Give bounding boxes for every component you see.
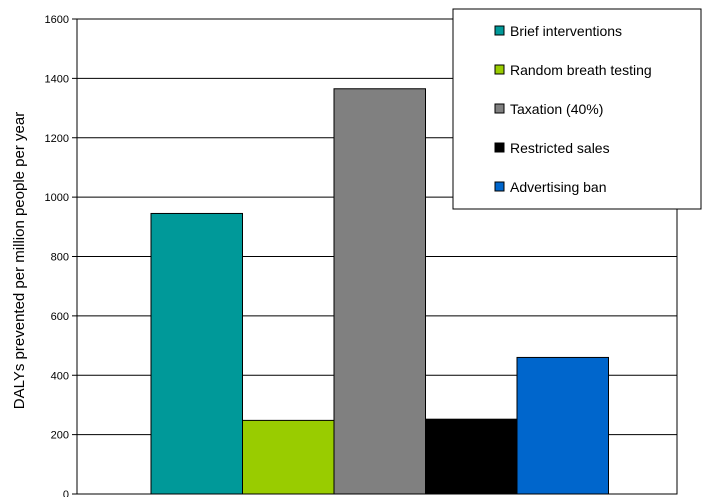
legend-swatch [494,25,505,36]
bar-advertising-ban [516,356,609,495]
y-tick-label: 200 [51,430,69,442]
legend-label: Taxation (40%) [510,101,603,117]
bar-restricted-sales [425,418,518,495]
legend-swatch [494,181,505,192]
y-axis-label: DALYs prevented per million people per y… [11,112,28,409]
y-tick-label: 600 [51,311,69,323]
legend-box [452,8,702,210]
y-tick-label: 400 [51,370,69,382]
legend-label: Advertising ban [510,179,607,195]
plot-area-frame [76,18,678,495]
legend: Brief interventions Random breath testing… [452,8,702,210]
legend-label: Brief interventions [510,23,622,39]
legend-swatch [494,64,505,75]
y-tick-label: 1400 [45,73,69,85]
y-axis-ticks: 0 200 400 600 800 1000 1200 1400 1600 [45,14,77,497]
bar-brief-interventions [150,212,243,495]
y-tick-label: 1000 [45,192,69,204]
legend-label: Restricted sales [510,140,610,156]
bar-random-breath-testing [242,419,335,495]
y-tick-label: 800 [51,252,69,264]
y-tick-label: 1600 [45,14,69,26]
y-tick-label: 1200 [45,133,69,145]
bar-taxation-40 [333,88,426,495]
bars [150,88,609,495]
legend-swatch [494,103,505,114]
legend-swatch [494,142,505,153]
y-tick-label: 0 [63,489,69,497]
legend-label: Random breath testing [510,62,652,78]
